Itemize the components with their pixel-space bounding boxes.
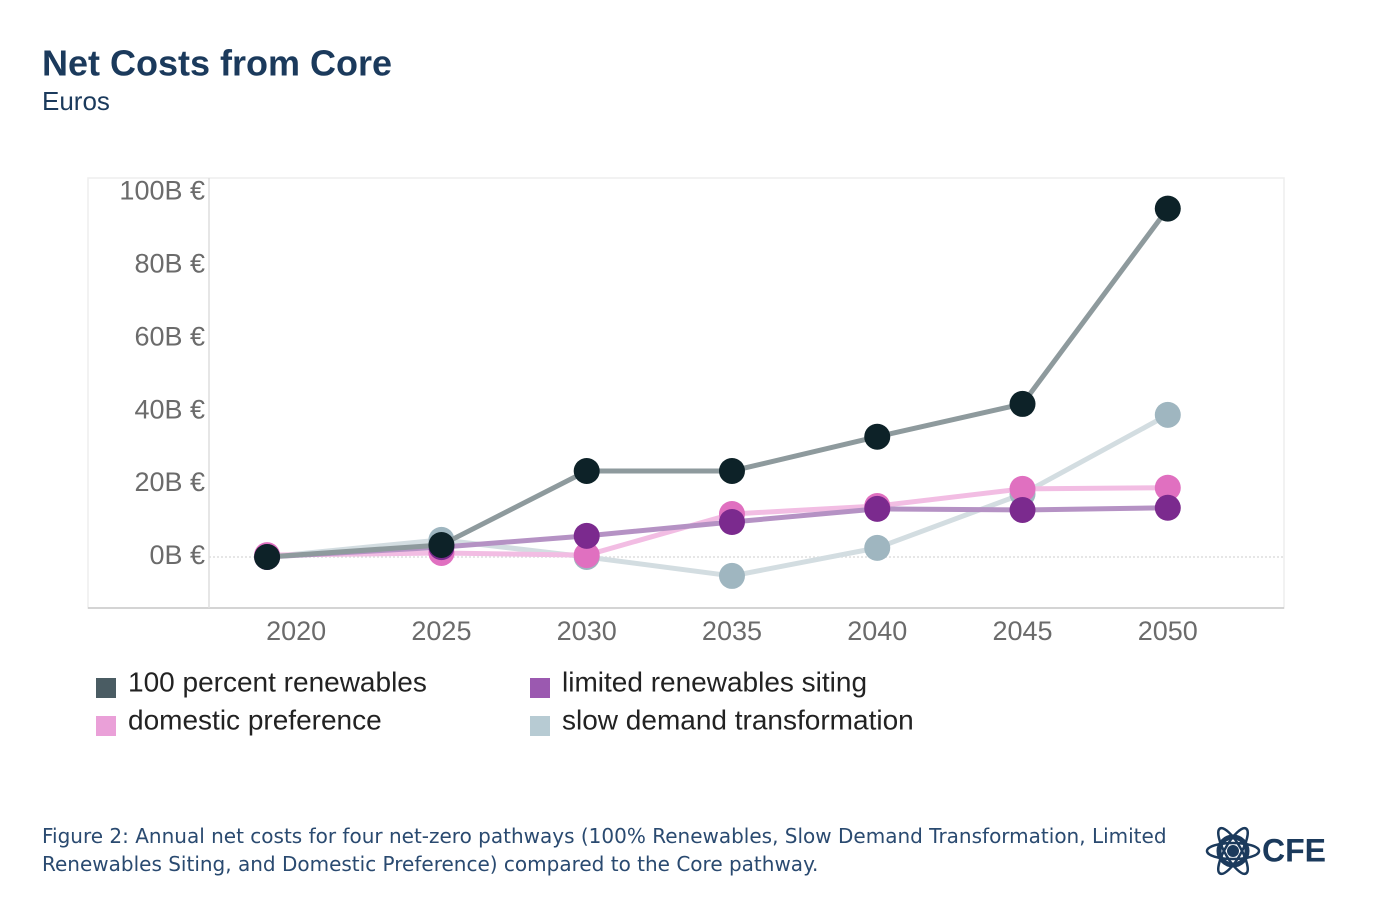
series	[254, 401, 1181, 589]
y-tick-label: 80B €	[134, 249, 205, 279]
y-tick-label: 60B €	[134, 321, 205, 351]
caption: Figure 2: Annual net costs for four net-…	[42, 824, 1167, 876]
data-point	[573, 457, 600, 484]
data-point	[864, 495, 891, 522]
y-tick-label: 0B €	[149, 540, 205, 570]
legend-swatch	[530, 716, 550, 736]
data-point	[1154, 474, 1181, 501]
caption-box: Figure 2: Annual net costs for four net-…	[42, 824, 1167, 876]
x-tick-label: 2045	[992, 616, 1052, 646]
logo-text: CFE	[1262, 832, 1326, 868]
data-point	[428, 531, 455, 558]
series	[254, 494, 1181, 570]
data-point	[1009, 496, 1036, 523]
data-point	[718, 457, 745, 484]
data-point	[1009, 390, 1036, 417]
data-point	[718, 562, 745, 589]
y-tick-label: 40B €	[134, 394, 205, 424]
y-tick-label: 100B €	[119, 176, 205, 206]
data-point	[254, 543, 281, 570]
data-point	[573, 522, 600, 549]
x-tick-label: 2035	[702, 616, 762, 646]
data-point	[573, 542, 600, 569]
legend-label: domestic preference	[128, 704, 382, 735]
logo-icon	[1205, 826, 1261, 876]
data-point	[718, 509, 745, 535]
data-point	[1154, 195, 1181, 222]
legend-label: 100 percent renewables	[128, 666, 427, 697]
series	[254, 195, 1181, 570]
data-point	[1154, 494, 1181, 521]
data-point	[864, 534, 891, 561]
data-point	[1154, 401, 1181, 428]
x-tick-label: 2030	[557, 616, 617, 646]
legend-swatch	[96, 678, 116, 698]
x-tick-label: 2040	[847, 616, 907, 646]
x-tick-label: 2025	[411, 616, 471, 646]
chart-title: Net Costs from Core	[42, 43, 392, 84]
data-point	[864, 423, 891, 450]
y-tick-label: 20B €	[134, 467, 205, 497]
legend-label: limited renewables siting	[562, 666, 867, 697]
x-tick-label: 2050	[1138, 616, 1198, 646]
x-tick-label: 2020	[266, 616, 326, 646]
legend-swatch	[530, 678, 550, 698]
legend-swatch	[96, 716, 116, 736]
data-point	[1009, 475, 1036, 502]
legend-label: slow demand transformation	[562, 704, 914, 735]
chart-subtitle: Euros	[42, 86, 110, 116]
